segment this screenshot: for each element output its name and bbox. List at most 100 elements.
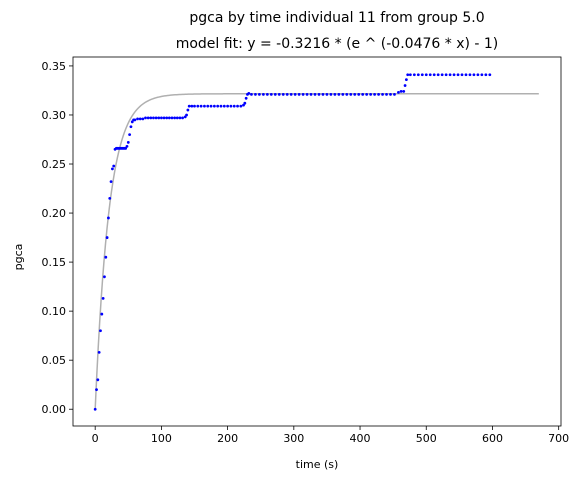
data-point: [236, 104, 239, 108]
x-tick-label: 200: [217, 432, 238, 445]
data-point: [242, 103, 245, 107]
data-point: [222, 104, 226, 108]
data-point: [369, 92, 373, 96]
data-point: [476, 73, 480, 77]
data-point: [444, 73, 448, 77]
data-point: [448, 73, 452, 77]
y-tick-label: 0.00: [42, 403, 67, 416]
data-point: [313, 92, 317, 96]
data-point: [381, 92, 384, 96]
data-point: [254, 92, 257, 96]
data-point: [229, 104, 233, 108]
data-point: [104, 255, 108, 259]
data-point: [349, 92, 353, 96]
data-point: [377, 92, 380, 96]
data-point: [193, 104, 196, 108]
fit-curve-layer: [94, 93, 539, 410]
data-point: [285, 92, 289, 96]
data-point: [154, 116, 158, 120]
x-axis-label: time (s): [296, 458, 339, 471]
data-point: [416, 73, 420, 77]
data-point: [404, 78, 408, 82]
data-point: [95, 388, 98, 392]
data-point: [109, 180, 113, 184]
data-point: [281, 92, 285, 96]
data-point: [333, 92, 337, 96]
data-point: [125, 144, 129, 148]
data-point: [239, 104, 243, 108]
data-point: [403, 84, 407, 87]
data-point: [203, 104, 206, 108]
data-point: [160, 116, 163, 120]
data-point: [345, 92, 349, 96]
data-point: [186, 108, 190, 112]
data-point: [112, 164, 116, 168]
data-point: [209, 104, 213, 108]
data-point: [141, 117, 145, 121]
data-point: [277, 92, 281, 96]
data-point: [424, 73, 428, 77]
data-point: [97, 350, 101, 354]
data-point: [126, 141, 130, 144]
data-point: [273, 92, 277, 96]
data-point: [165, 116, 169, 120]
data-point: [293, 92, 297, 96]
data-point: [436, 73, 440, 77]
data-point: [321, 92, 325, 96]
data-point: [226, 104, 230, 108]
data-point: [167, 116, 171, 120]
data-point: [178, 116, 182, 120]
data-point: [317, 92, 321, 96]
data-point: [402, 90, 406, 93]
data-point: [269, 92, 273, 96]
x-tick-label: 100: [151, 432, 172, 445]
data-point: [130, 120, 134, 124]
data-point: [232, 104, 236, 108]
x-tick-label: 700: [548, 432, 569, 445]
data-point: [146, 116, 150, 120]
data-point: [183, 115, 187, 119]
y-tick-label: 0.15: [42, 256, 67, 269]
data-point: [341, 92, 345, 96]
data-point: [216, 104, 220, 108]
data-point: [190, 104, 194, 108]
data-point: [301, 92, 305, 96]
data-point: [181, 116, 184, 120]
y-tick-label: 0.25: [42, 158, 67, 171]
y-tick-label: 0.10: [42, 305, 67, 318]
data-point: [247, 91, 251, 95]
data-point: [488, 73, 492, 77]
data-point: [361, 92, 365, 96]
data-point: [101, 296, 105, 300]
data-point: [99, 329, 102, 333]
data-point: [212, 104, 216, 108]
data-point: [325, 92, 329, 96]
data-point: [128, 133, 132, 136]
x-tick-label: 500: [416, 432, 437, 445]
data-point: [484, 73, 488, 77]
data-point: [170, 116, 174, 120]
data-point: [412, 73, 416, 77]
fit-curve: [94, 93, 539, 410]
data-point: [175, 116, 179, 120]
data-point: [460, 73, 464, 77]
data-point: [257, 92, 261, 96]
plot-frame: [72, 56, 562, 427]
data-point: [129, 125, 133, 129]
data-point: [389, 92, 392, 96]
data-point: [452, 73, 456, 77]
y-axis-label: pgca: [12, 244, 25, 271]
data-point: [199, 104, 203, 108]
data-point: [468, 73, 472, 77]
y-tick-label: 0.30: [42, 109, 67, 122]
y-tick-label: 0.05: [42, 354, 67, 367]
x-tick-label: 0: [92, 432, 99, 445]
data-point: [440, 73, 444, 77]
y-tick-label: 0.20: [42, 207, 67, 220]
data-point: [105, 236, 109, 239]
x-tick-label: 600: [482, 432, 503, 445]
data-point: [420, 73, 424, 77]
chart-title: pgca by time individual 11 from group 5.…: [189, 10, 484, 26]
data-point: [93, 407, 97, 411]
